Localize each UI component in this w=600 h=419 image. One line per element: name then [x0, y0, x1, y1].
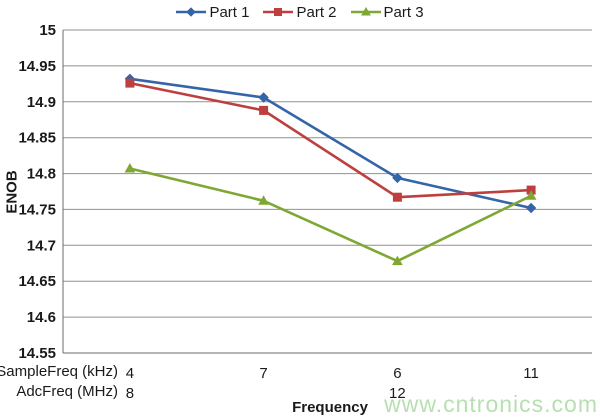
y-tick-label: 14.95: [18, 58, 56, 75]
x-tick-label: 7: [259, 365, 267, 382]
x-axis-row-label-samplefreq: SampleFreq (kHz): [0, 363, 118, 380]
y-tick-label: 14.7: [27, 237, 56, 254]
data-point-marker: [360, 6, 371, 16]
x-axis-row-label-adcfreq: AdcFreq (MHz): [16, 383, 118, 400]
x-tick-label: 4: [126, 365, 134, 382]
legend-marker-square-icon: [263, 8, 294, 16]
y-tick-label: 14.85: [18, 130, 56, 147]
y-tick-label: 14.55: [18, 345, 56, 362]
series-line-part-1: [129, 77, 532, 210]
series-line-part-2: [129, 81, 532, 199]
data-point-marker: [392, 192, 402, 202]
y-tick-label: 14.65: [18, 273, 56, 290]
data-point-marker: [392, 172, 403, 184]
x-tick-label: 11: [523, 365, 539, 382]
data-point-marker: [525, 202, 537, 214]
legend-label: Part 3: [383, 3, 424, 21]
data-point-marker: [274, 8, 283, 16]
x-tick-label: 6: [393, 365, 401, 382]
x-tick-label: 12: [389, 385, 406, 402]
legend-item-part-3: Part 3: [350, 3, 424, 21]
legend-label: Part 1: [209, 3, 250, 21]
series-line-part-3: [129, 167, 532, 263]
y-tick-label: 14.75: [18, 201, 56, 218]
legend-item-part-2: Part 2: [263, 3, 337, 21]
y-tick-label: 14.6: [27, 309, 56, 326]
x-tick-label: 8: [126, 385, 134, 402]
data-point-marker: [259, 105, 269, 115]
data-point-marker: [525, 190, 537, 200]
chart-legend: Part 1 Part 2 Part 3: [0, 3, 600, 21]
y-axis-title: ENOB: [3, 170, 21, 214]
data-point-marker: [124, 162, 136, 173]
y-tick-label: 14.9: [27, 94, 56, 111]
data-point-marker: [258, 92, 269, 103]
x-axis-title: Frequency: [292, 399, 368, 416]
data-point-marker: [392, 255, 403, 266]
data-point-marker: [186, 7, 197, 17]
legend-item-part-1: Part 1: [176, 5, 249, 20]
data-point-marker: [258, 195, 269, 205]
y-tick-label: 14.8: [27, 166, 56, 183]
legend-marker-diamond-icon: [176, 7, 207, 17]
legend-label: Part 2: [296, 3, 337, 21]
watermark: www.cntronics.com: [384, 391, 598, 417]
y-tick-label: 15: [39, 22, 56, 39]
legend-marker-triangle-icon: [350, 6, 381, 16]
data-point-marker: [125, 78, 135, 88]
